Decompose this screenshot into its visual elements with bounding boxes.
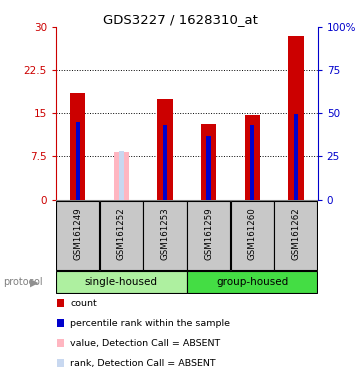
Text: rank, Detection Call = ABSENT: rank, Detection Call = ABSENT [70, 359, 216, 368]
Text: GSM161252: GSM161252 [117, 207, 126, 260]
Bar [56, 271, 187, 293]
Text: GDS3227 / 1628310_at: GDS3227 / 1628310_at [103, 13, 258, 26]
Text: ▶: ▶ [30, 277, 39, 287]
Bar [57, 300, 64, 307]
Text: group-housed: group-housed [216, 277, 288, 287]
Bar [250, 125, 255, 200]
Text: value, Detection Call = ABSENT: value, Detection Call = ABSENT [70, 339, 221, 348]
Bar [100, 201, 143, 270]
Bar [57, 319, 64, 327]
Text: GSM161253: GSM161253 [161, 207, 170, 260]
Text: protocol: protocol [4, 277, 43, 287]
Bar [231, 201, 274, 270]
Bar [157, 99, 173, 200]
Bar [143, 201, 187, 270]
Bar [187, 201, 230, 270]
Bar [288, 36, 304, 200]
Text: GSM161262: GSM161262 [291, 207, 300, 260]
Text: count: count [70, 299, 97, 308]
Bar [70, 93, 86, 200]
Bar [294, 114, 298, 200]
Bar [274, 201, 317, 270]
Bar [187, 271, 317, 293]
Text: percentile rank within the sample: percentile rank within the sample [70, 319, 230, 328]
Bar [57, 359, 64, 367]
Bar [245, 115, 260, 200]
Bar [206, 136, 211, 200]
Bar [114, 152, 129, 200]
Bar [75, 122, 80, 200]
Bar [163, 125, 167, 200]
Text: single-housed: single-housed [85, 277, 158, 287]
Text: GSM161259: GSM161259 [204, 207, 213, 260]
Bar [119, 151, 123, 200]
Bar [57, 339, 64, 347]
Bar [56, 201, 99, 270]
Text: GSM161249: GSM161249 [73, 207, 82, 260]
Bar [201, 124, 216, 200]
Text: GSM161260: GSM161260 [248, 207, 257, 260]
